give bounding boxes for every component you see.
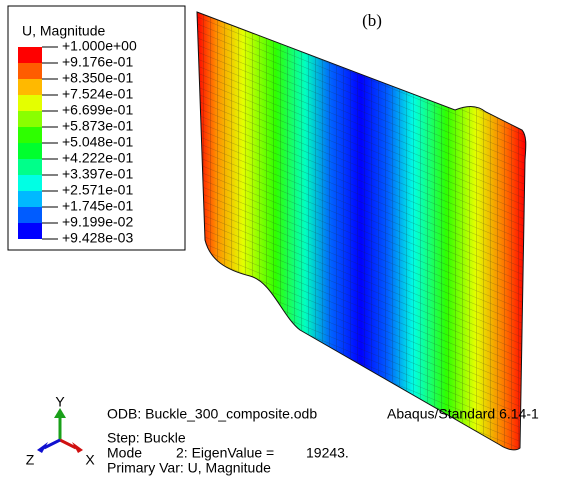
legend-swatch (18, 127, 42, 143)
legend: +1.000e+00+9.176e-01+8.350e-01+7.524e-01… (18, 38, 137, 246)
legend-swatch (18, 191, 42, 207)
legend-swatch (18, 63, 42, 79)
legend-label: +1.745e-01 (62, 198, 133, 214)
legend-swatch (18, 47, 42, 63)
legend-swatch (18, 175, 42, 191)
eigen: 2: EigenValue = (176, 445, 274, 461)
axis-z: Z (26, 452, 35, 468)
legend-swatch (18, 207, 42, 223)
legend-label: +8.350e-01 (62, 70, 133, 86)
legend-swatch (18, 143, 42, 159)
legend-label: +3.397e-01 (62, 166, 133, 182)
mode: Mode (107, 445, 142, 461)
legend-label: +9.199e-02 (62, 214, 133, 230)
legend-label: +4.222e-01 (62, 150, 133, 166)
legend-label: +7.524e-01 (62, 86, 133, 102)
legend-label: +6.699e-01 (62, 102, 133, 118)
panel-label: (b) (362, 11, 382, 30)
triad: Y Z X (26, 394, 96, 468)
legend-swatch (18, 79, 42, 95)
legend-label: +9.428e-03 (62, 230, 133, 246)
legend-swatch (18, 223, 42, 239)
axis-x: X (85, 452, 95, 468)
step: Step: Buckle (107, 430, 186, 446)
legend-label: +5.048e-01 (62, 134, 133, 150)
legend-swatch (18, 111, 42, 127)
legend-label: +5.873e-01 (62, 118, 133, 134)
primary-var: Primary Var: U, Magnitude (107, 460, 271, 476)
eigenvalue: 19243. (306, 445, 349, 461)
legend-swatch (18, 159, 42, 175)
legend-title: U, Magnitude (22, 23, 105, 39)
odb: ODB: Buckle_300_composite.odb (107, 406, 317, 422)
legend-label: +1.000e+00 (62, 38, 137, 54)
legend-label: +2.571e-01 (62, 182, 133, 198)
axis-y: Y (55, 394, 65, 410)
legend-label: +9.176e-01 (62, 54, 133, 70)
legend-swatch (18, 95, 42, 111)
plate (196, 11, 527, 451)
solver: Abaqus/Standard 6.14-1 (387, 406, 539, 422)
